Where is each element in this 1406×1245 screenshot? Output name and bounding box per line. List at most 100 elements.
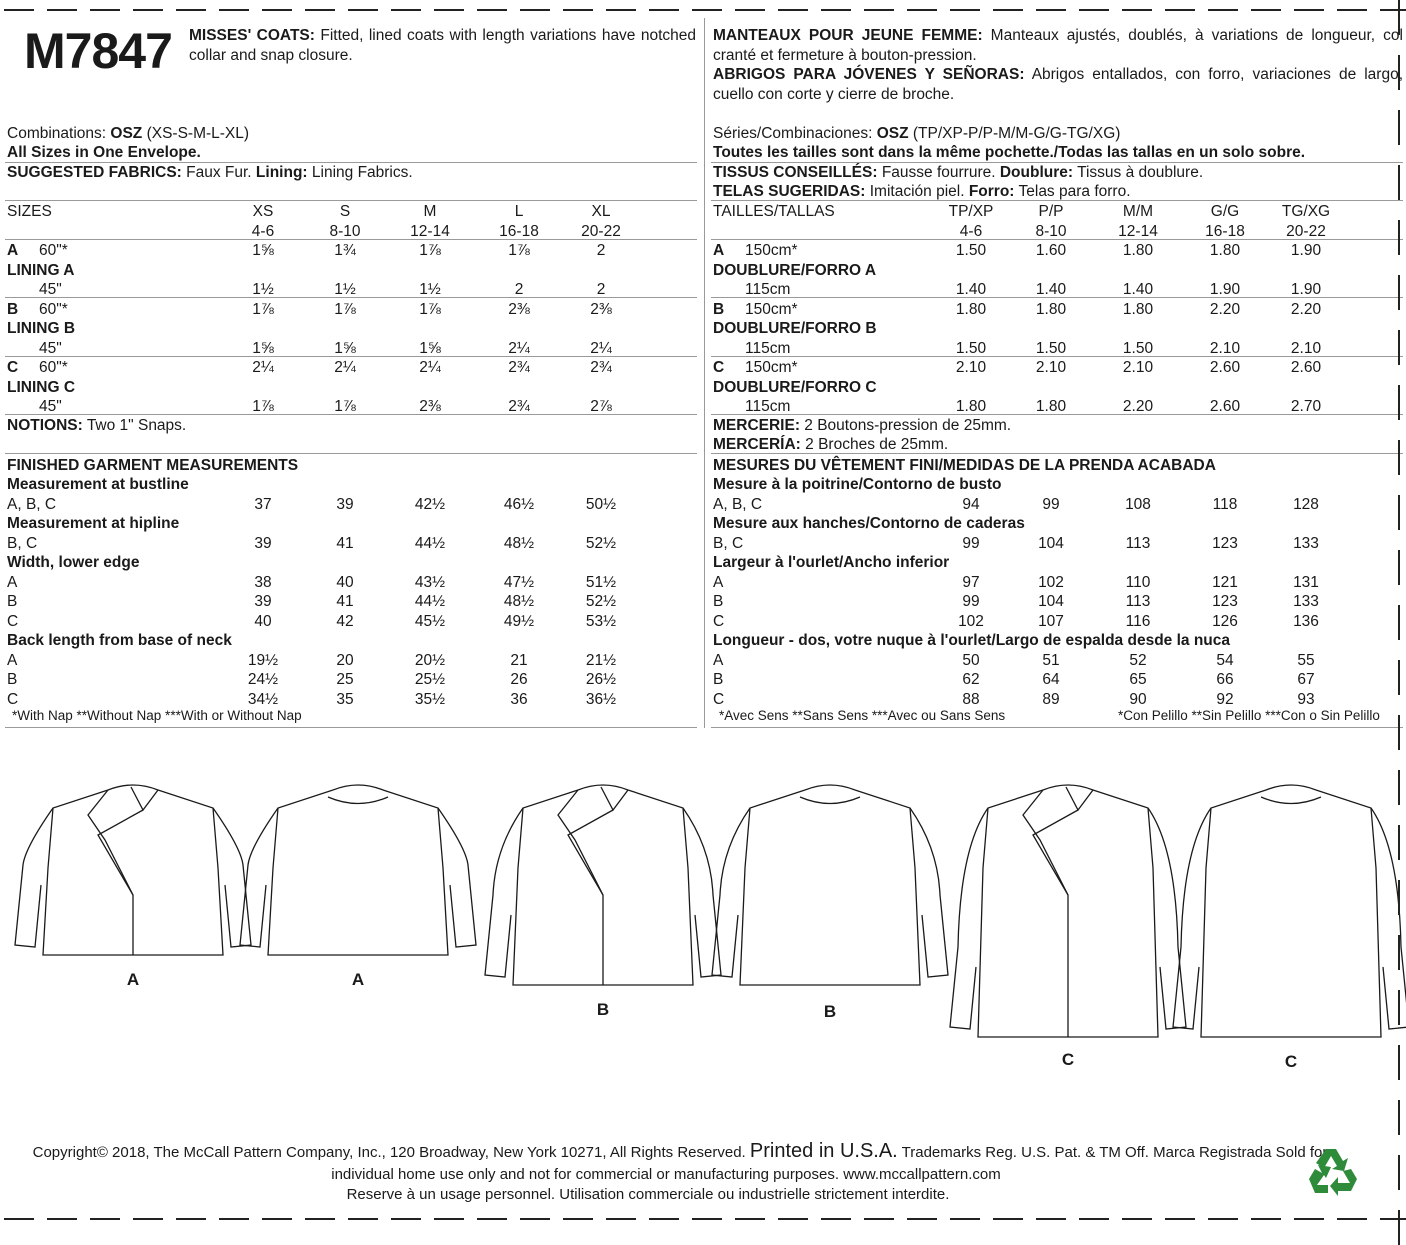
cut-line-dash (1398, 275, 1400, 310)
divider (711, 162, 1403, 163)
lining-value: Lining Fabrics. (311, 164, 413, 181)
cell-value: 45½ (414, 612, 446, 630)
coat-front-view (949, 784, 1187, 1038)
french-description: MANTEAUX POUR JEUNE FEMME: Manteaux ajus… (713, 26, 1403, 65)
spanish-title: ABRIGOS PARA JÓVENES Y SEÑORAS: (713, 66, 1025, 83)
cut-line-dash (176, 9, 206, 11)
coat-back-view (711, 784, 949, 986)
cell-value: G/G (1210, 203, 1240, 220)
cut-line-dash (1398, 825, 1400, 860)
cut-line-dash (1398, 1100, 1400, 1135)
cell-value: 2.20 (1209, 300, 1241, 318)
cut-line-dash (348, 9, 378, 11)
cell-value: 41 (336, 593, 354, 610)
cell-value: 1⅞ (334, 300, 356, 318)
cut-line-dash (348, 1218, 378, 1220)
cell-value: 20 (336, 651, 354, 669)
divider (711, 727, 1403, 728)
cut-line-dash (1398, 330, 1400, 365)
row-label: A, B, C (7, 495, 57, 513)
combinations-label: Combinations: (7, 125, 107, 142)
row-label: B, C (7, 534, 38, 552)
row-label: A (713, 651, 724, 669)
cut-line-dash (1398, 220, 1400, 255)
cell-value: XL (591, 203, 611, 220)
cell-value: 35½ (414, 690, 446, 708)
cut-line-dash (133, 9, 163, 11)
cell-value: M/M (1122, 203, 1154, 220)
copyright-line: Copyright© 2018, The McCall Pattern Comp… (33, 1140, 1328, 1163)
es-lining-label: Forro: (968, 183, 1015, 200)
cell-value: 136 (1293, 612, 1319, 630)
row-label: DOUBLURE/FORRO B (713, 320, 877, 337)
cut-line-dash (4, 9, 34, 11)
cell-value: 35 (336, 690, 354, 708)
row-label: A (713, 573, 724, 591)
cell-value: 26½ (585, 671, 617, 688)
cell-value: 1⅝ (252, 339, 274, 357)
cut-line-dash (47, 1218, 77, 1220)
cell-value: 1.80 (955, 300, 987, 318)
recycle-icon (1309, 1149, 1357, 1196)
cell-value: 4-6 (251, 222, 275, 240)
cell-value: 92 (1216, 690, 1234, 708)
cell-value: 1.40 (1122, 281, 1154, 298)
es-fabrics: TELAS SUGERIDAS: Imitación piel. Forro: … (713, 182, 1131, 201)
divider (5, 200, 697, 201)
row-label: C (713, 612, 725, 630)
cut-line-dash (1398, 440, 1400, 475)
fr-lining-label: Doublure: (999, 164, 1074, 181)
cell-value: 2.20 (1122, 398, 1154, 415)
cell-value: 25½ (414, 671, 446, 688)
cell-value: 36 (510, 690, 528, 708)
cell-value: 50 (962, 651, 980, 669)
notions-label: NOTIONS: (7, 417, 83, 434)
cell-value: 50½ (585, 495, 617, 513)
english-description: MISSES' COATS: Fitted, lined coats with … (189, 26, 696, 65)
cell-value: 2.10 (1209, 339, 1241, 357)
row-label: Measurement at bustline (7, 476, 189, 493)
cell-value: 66 (1216, 671, 1234, 688)
cell-value: 40 (336, 573, 354, 591)
row-label: SIZES (7, 203, 52, 220)
cell-value: 25 (336, 671, 354, 688)
cell-value: 26 (510, 671, 528, 688)
fr-combinations-value: OSZ (876, 125, 909, 142)
cut-line-dash (90, 9, 120, 11)
cell-value: 1.50 (955, 339, 987, 357)
cell-value: 52 (1129, 651, 1147, 669)
cell-value: 107 (1038, 612, 1064, 630)
english-desc-text: Fitted, lined coats with length variatio… (189, 27, 697, 64)
row-label: A (7, 651, 18, 669)
cut-line-dash (864, 9, 894, 11)
divider (5, 239, 697, 240)
cell-value: 133 (1293, 534, 1319, 552)
cut-line-dash (1398, 495, 1400, 530)
cell-value: 1.80 (1209, 242, 1241, 259)
row-label: Width, lower edge (7, 554, 140, 571)
row-label: DOUBLURE/FORRO A (713, 261, 877, 279)
combinations-sizes: (XS-S-M-L-XL) (146, 125, 250, 142)
cell-value: 21½ (585, 651, 617, 669)
row-label: B (713, 300, 725, 318)
cell-value: 110 (1125, 573, 1151, 591)
fabric-width: 60"* (39, 300, 68, 318)
coat-back-view (1172, 784, 1406, 1038)
view-label: C (1284, 1052, 1298, 1071)
cut-line-dash (1398, 660, 1400, 695)
row-label: LINING C (7, 378, 76, 396)
fabric-width: 45" (39, 339, 62, 357)
lining-label: Lining: (255, 164, 308, 181)
row-label: LINING A (7, 261, 75, 279)
cell-value: 48½ (503, 534, 535, 552)
fabric-width: 150cm* (745, 242, 798, 259)
cell-value: 2⅞ (590, 398, 612, 415)
cell-value: 1⅞ (419, 242, 441, 259)
cell-value: 64 (1042, 671, 1060, 688)
cell-value: 2 (596, 242, 606, 259)
cell-value: 8-10 (1035, 222, 1067, 240)
cell-value: 51 (1042, 651, 1060, 669)
fabric-width: 60"* (39, 242, 68, 259)
row-label: B (713, 593, 724, 610)
cut-line-dash (950, 9, 980, 11)
